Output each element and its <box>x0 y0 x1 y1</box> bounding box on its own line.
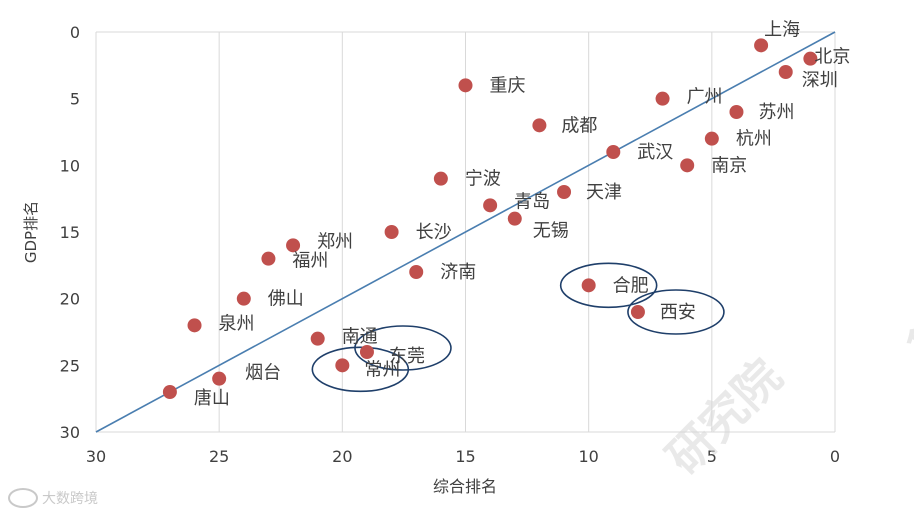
data-point-10 <box>680 158 695 173</box>
point-label-17: 福州 <box>292 251 328 272</box>
data-point-25 <box>335 358 350 373</box>
point-label-6: 苏州 <box>758 102 794 123</box>
point-label-4: 重庆 <box>490 75 526 96</box>
data-point-16 <box>286 238 301 253</box>
point-label-13: 青岛 <box>514 191 550 212</box>
point-label-10: 南京 <box>711 155 747 176</box>
x-tick-label-20: 20 <box>332 447 352 466</box>
point-label-27: 唐山 <box>194 388 230 409</box>
data-point-7 <box>532 118 547 133</box>
data-point-23 <box>310 331 325 346</box>
data-point-3 <box>778 65 793 79</box>
highlight-ring-常州 <box>311 346 410 393</box>
x-tick-label-10: 10 <box>578 447 598 466</box>
x-tick-label-30: 30 <box>86 447 106 466</box>
point-label-22: 泉州 <box>219 313 255 334</box>
axes: 30 25 20 15 10 5 0 0 5 10 15 20 25 30 <box>60 23 840 466</box>
point-label-9: 武汉 <box>637 142 673 163</box>
point-label-11: 宁波 <box>465 169 501 190</box>
y-tick-label-5: 5 <box>70 90 80 109</box>
x-tick-label-0: 0 <box>830 447 840 466</box>
data-point-1 <box>754 38 769 53</box>
point-label-18: 济南 <box>440 262 476 283</box>
point-label-16: 郑州 <box>317 231 353 252</box>
point-label-2: 北京 <box>814 47 850 68</box>
x-axis-title: 综合排名 <box>433 477 497 496</box>
highlight-rings <box>311 262 725 393</box>
point-label-21: 西安 <box>660 302 696 323</box>
x-tick-label-25: 25 <box>209 447 229 466</box>
y-tick-label-30: 30 <box>60 423 80 442</box>
point-label-23: 南通 <box>342 327 378 348</box>
point-label-20: 佛山 <box>268 289 304 310</box>
y-axis-title: GDP排名 <box>22 201 40 263</box>
data-point-17 <box>261 251 276 266</box>
data-point-19 <box>581 278 596 293</box>
point-label-12: 天津 <box>586 182 622 203</box>
diagonal-line <box>95 31 836 433</box>
data-point-2 <box>803 51 818 66</box>
point-label-15: 长沙 <box>416 222 452 243</box>
data-point-11 <box>433 171 448 186</box>
x-tick-label-15: 15 <box>455 447 475 466</box>
point-label-25: 常州 <box>364 359 400 380</box>
data-point-8 <box>704 131 719 146</box>
y-tick-label-0: 0 <box>70 23 80 42</box>
data-point-27 <box>162 385 177 399</box>
point-label-24: 东莞 <box>389 346 425 367</box>
y-tick-label-20: 20 <box>60 290 80 309</box>
data-point-15 <box>384 225 399 239</box>
highlight-ring-西安 <box>627 289 725 335</box>
point-label-5: 广州 <box>687 87 723 108</box>
point-label-14: 无锡 <box>533 221 569 242</box>
data-point-24 <box>359 345 374 359</box>
data-point-13 <box>483 198 498 213</box>
data-point-22 <box>187 318 202 333</box>
point-label-1: 上海 <box>764 19 800 40</box>
logo-text: 大数跨境 <box>42 491 98 507</box>
brand-logo: 大数跨境 <box>8 488 98 508</box>
data-point-14 <box>507 211 522 226</box>
data-point-18 <box>409 265 424 279</box>
data-point-20 <box>236 291 251 306</box>
point-label-26: 烟台 <box>245 363 281 384</box>
reference-line <box>95 31 836 433</box>
x-tick-label-5: 5 <box>707 447 717 466</box>
data-point-26 <box>212 371 227 386</box>
data-point-21 <box>630 305 645 319</box>
point-label-3: 深圳 <box>802 70 838 91</box>
data-point-4 <box>458 78 473 93</box>
point-label-19: 合肥 <box>613 275 649 296</box>
data-point-12 <box>557 185 572 199</box>
y-tick-label-25: 25 <box>60 356 80 375</box>
data-point-6 <box>729 105 744 119</box>
logo-mark-icon <box>8 488 38 508</box>
y-tick-label-15: 15 <box>60 223 80 242</box>
highlight-ring-合肥 <box>559 262 658 309</box>
point-label-7: 成都 <box>561 115 597 136</box>
data-point-5 <box>655 91 670 106</box>
data-points <box>162 38 818 399</box>
data-point-9 <box>606 145 621 159</box>
y-tick-label-10: 10 <box>60 156 80 175</box>
point-label-8: 杭州 <box>736 129 772 150</box>
